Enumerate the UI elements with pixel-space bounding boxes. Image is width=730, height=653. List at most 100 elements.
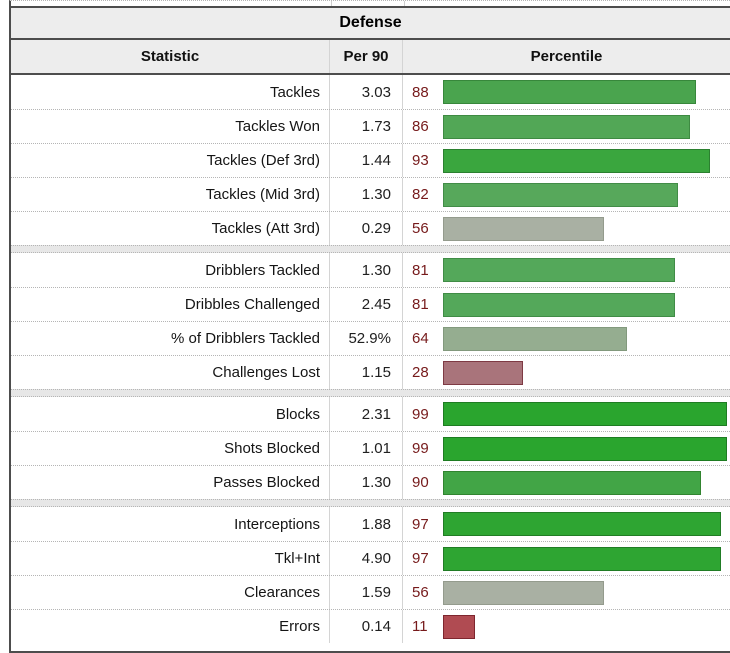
percentile-cell: 93 — [403, 144, 730, 177]
percentile-cell: 56 — [403, 212, 730, 245]
column-header-statistic: Statistic — [11, 40, 330, 73]
statistic-label: Interceptions — [11, 507, 330, 541]
percentile-bar-track — [443, 512, 730, 536]
table-row: Passes Blocked 1.30 90 — [11, 465, 730, 499]
percentile-bar-track — [443, 580, 730, 605]
percentile-bar — [443, 326, 627, 351]
group-separator — [11, 499, 730, 507]
group-separator — [11, 245, 730, 253]
percentile-bar — [443, 546, 722, 571]
percentile-cell: 99 — [403, 432, 730, 465]
percentile-number: 86 — [412, 118, 429, 135]
statistic-label: Shots Blocked — [11, 432, 330, 465]
per90-value: 1.59 — [330, 576, 403, 609]
table-row: Challenges Lost 1.15 28 — [11, 355, 730, 389]
percentile-bar — [443, 470, 702, 495]
per90-value: 1.30 — [330, 178, 403, 211]
percentile-bar-track — [443, 114, 730, 139]
statistic-label: Tackles — [11, 75, 330, 109]
percentile-bar-track — [443, 402, 730, 426]
per90-value: 0.29 — [330, 212, 403, 245]
table-row: Blocks 2.31 99 — [11, 397, 730, 431]
table-row: Tkl+Int 4.90 97 — [11, 541, 730, 575]
percentile-cell: 99 — [403, 397, 730, 431]
column-divider-remnant — [404, 1, 405, 6]
percentile-bar-track — [443, 470, 730, 495]
per90-value: 3.03 — [330, 75, 403, 109]
percentile-cell: 97 — [403, 542, 730, 575]
table-title: Defense — [11, 8, 730, 40]
per90-value: 52.9% — [330, 322, 403, 355]
table-row: Tackles (Mid 3rd) 1.30 82 — [11, 177, 730, 211]
per90-value: 2.45 — [330, 288, 403, 321]
per90-value: 2.31 — [330, 397, 403, 431]
percentile-cell: 56 — [403, 576, 730, 609]
percentile-number: 93 — [412, 152, 429, 169]
per90-value: 1.15 — [330, 356, 403, 389]
percentile-bar-track — [443, 292, 730, 317]
percentile-number: 90 — [412, 474, 429, 491]
statistic-label: Tackles (Mid 3rd) — [11, 178, 330, 211]
percentile-bar — [443, 402, 728, 426]
table-row: % of Dribblers Tackled 52.9% 64 — [11, 321, 730, 355]
table-title-label: Defense — [339, 14, 402, 31]
column-header-percentile: Percentile — [530, 48, 603, 65]
percentile-bar — [443, 148, 710, 173]
statistic-label: Tackles Won — [11, 110, 330, 143]
statistic-label: Tackles (Att 3rd) — [11, 212, 330, 245]
column-divider-remnant — [331, 1, 332, 6]
percentile-number: 11 — [412, 618, 428, 635]
statistic-label: Blocks — [11, 397, 330, 431]
percentile-number: 81 — [412, 296, 429, 313]
percentile-bar-track — [443, 436, 730, 461]
percentile-bar — [443, 114, 690, 139]
table-row: Interceptions 1.88 97 — [11, 507, 730, 541]
percentile-bar-track — [443, 258, 730, 282]
percentile-cell: 90 — [403, 466, 730, 499]
per90-value: 1.44 — [330, 144, 403, 177]
table-row: Tackles (Att 3rd) 0.29 56 — [11, 211, 730, 245]
percentile-number: 28 — [412, 364, 429, 381]
percentile-bar — [443, 614, 475, 639]
percentile-cell: 86 — [403, 110, 730, 143]
table-column-headers: Statistic Per 90 Percentile — [11, 40, 730, 75]
percentile-cell: 97 — [403, 507, 730, 541]
percentile-bar-track — [443, 182, 730, 207]
statistic-label: Errors — [11, 610, 330, 643]
percentile-number: 97 — [412, 550, 429, 567]
percentile-cell: 28 — [403, 356, 730, 389]
per90-value: 1.73 — [330, 110, 403, 143]
statistic-label: Dribbles Challenged — [11, 288, 330, 321]
percentile-bar-track — [443, 216, 730, 241]
statistic-label: % of Dribblers Tackled — [11, 322, 330, 355]
column-header-per90: Per 90 — [330, 40, 403, 73]
per90-value: 4.90 — [330, 542, 403, 575]
percentile-bar — [443, 512, 722, 536]
percentile-cell: 81 — [403, 253, 730, 287]
statistic-label: Challenges Lost — [11, 356, 330, 389]
statistic-label: Clearances — [11, 576, 330, 609]
table-row: Shots Blocked 1.01 99 — [11, 431, 730, 465]
percentile-bar — [443, 216, 604, 241]
percentile-bar-track — [443, 80, 730, 104]
percentile-bar-track — [443, 360, 730, 385]
percentile-bar-track — [443, 326, 730, 351]
defense-stats-table: Defense Statistic Per 90 Percentile Tack… — [9, 6, 730, 653]
group-separator — [11, 389, 730, 397]
percentile-number: 99 — [412, 440, 429, 457]
table-row: Dribbles Challenged 2.45 81 — [11, 287, 730, 321]
percentile-bar-track — [443, 148, 730, 173]
previous-table-remnant — [9, 0, 730, 6]
table-body: Tackles 3.03 88 Tackles Won 1.73 86 Tack… — [11, 75, 730, 651]
percentile-number: 81 — [412, 261, 429, 279]
per90-value: 1.30 — [330, 466, 403, 499]
per90-value: 1.01 — [330, 432, 403, 465]
statistic-label: Dribblers Tackled — [11, 253, 330, 287]
table-row: Tackles Won 1.73 86 — [11, 109, 730, 143]
per90-value: 1.88 — [330, 507, 403, 541]
percentile-cell: 64 — [403, 322, 730, 355]
table-row: Tackles (Def 3rd) 1.44 93 — [11, 143, 730, 177]
percentile-bar — [443, 182, 679, 207]
percentile-number: 88 — [412, 83, 429, 101]
percentile-number: 64 — [412, 330, 429, 347]
